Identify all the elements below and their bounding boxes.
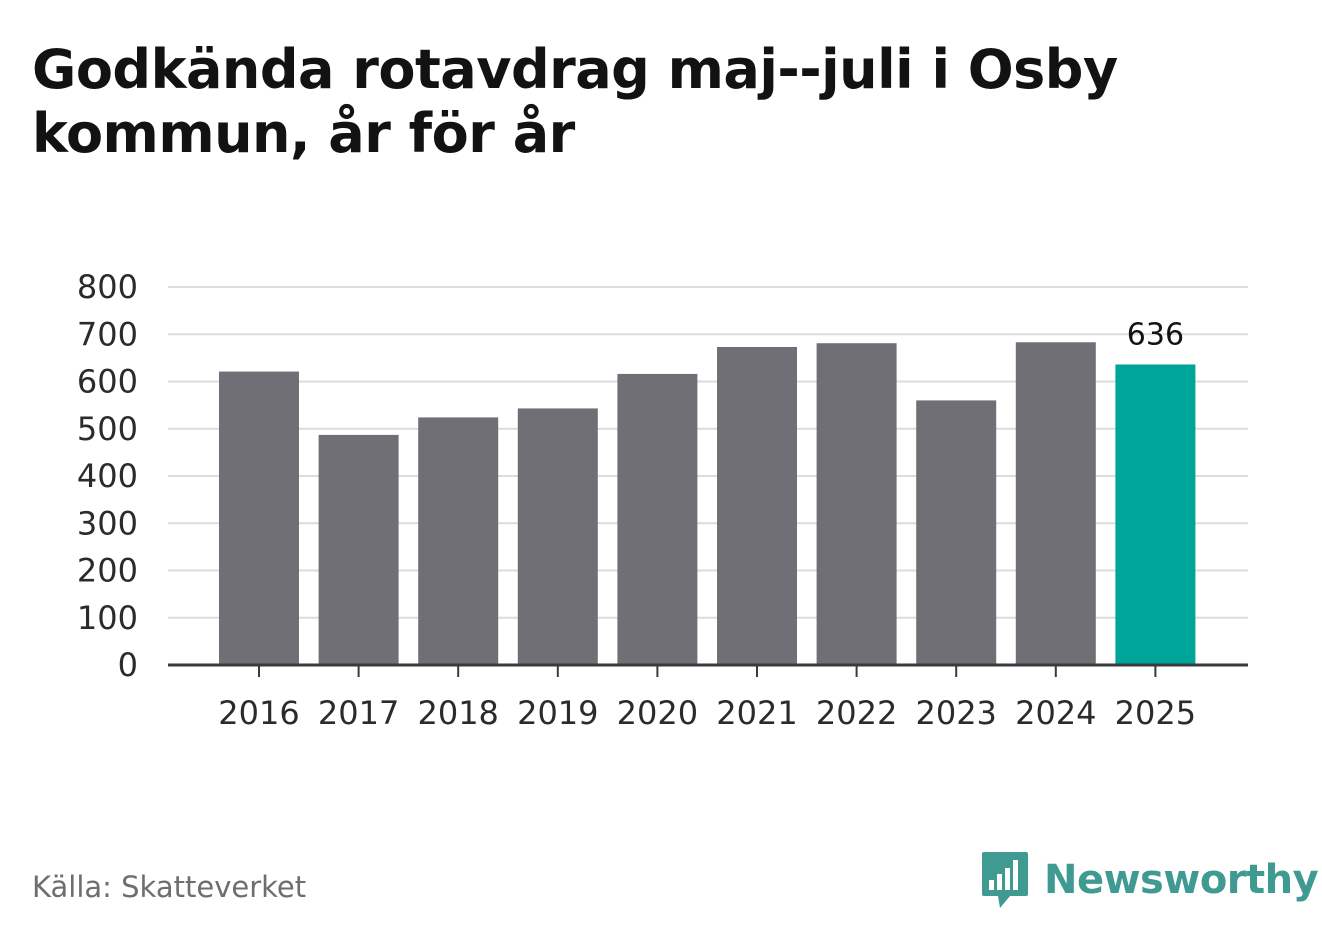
bar-2023	[916, 400, 997, 665]
x-tick-label-2022: 2022	[816, 694, 897, 732]
y-tick-label-200: 200	[77, 552, 138, 590]
y-tick-label-600: 600	[77, 363, 138, 401]
chart-title: Godkända rotavdrag maj--juli i Osby komm…	[32, 38, 1118, 165]
bar-chart-speech-bubble-icon	[982, 852, 1028, 908]
x-tick-label-2019: 2019	[517, 694, 598, 732]
x-tick-label-2024: 2024	[1015, 694, 1096, 732]
x-tick-label-2020: 2020	[617, 694, 698, 732]
brand-logo: Newsworthy	[980, 850, 1319, 910]
bar-2020	[617, 373, 698, 665]
bar-2019	[517, 408, 598, 665]
bar-2017	[318, 434, 399, 665]
y-tick-label-300: 300	[77, 504, 138, 542]
brand-name: Newsworthy	[1044, 857, 1319, 903]
x-axis	[168, 663, 1248, 677]
y-tick-label-800: 800	[77, 268, 138, 306]
x-axis-tick-labels: 2016 2017 2018 2019 2020 2021 2022 2023 2024 2025	[218, 694, 1196, 732]
data-labels: 636	[1127, 317, 1184, 352]
y-tick-label-0: 0	[118, 646, 138, 684]
x-tick-label-2025: 2025	[1115, 694, 1196, 732]
y-tick-label-500: 500	[77, 410, 138, 448]
bar-2025	[1115, 364, 1196, 665]
x-tick-label-2023: 2023	[915, 694, 996, 732]
data-label-2025: 636	[1127, 317, 1184, 352]
y-axis-tick-labels: 0 100 200 300 400 500 600 700 800	[77, 268, 138, 684]
y-tick-label-700: 700	[77, 315, 138, 353]
bar-2024	[1015, 342, 1096, 665]
x-tick-label-2016: 2016	[218, 694, 299, 732]
bar-2016	[219, 371, 299, 665]
y-tick-label-400: 400	[77, 457, 138, 495]
x-tick-label-2017: 2017	[318, 694, 399, 732]
bar-2021	[717, 347, 797, 665]
source-note: Källa: Skatteverket	[32, 870, 307, 904]
y-tick-label-100: 100	[77, 599, 138, 637]
bars	[219, 342, 1196, 665]
bar-2022	[816, 343, 897, 665]
x-tick-label-2021: 2021	[716, 694, 797, 732]
x-tick-label-2018: 2018	[417, 694, 498, 732]
bar-2018	[418, 417, 499, 665]
